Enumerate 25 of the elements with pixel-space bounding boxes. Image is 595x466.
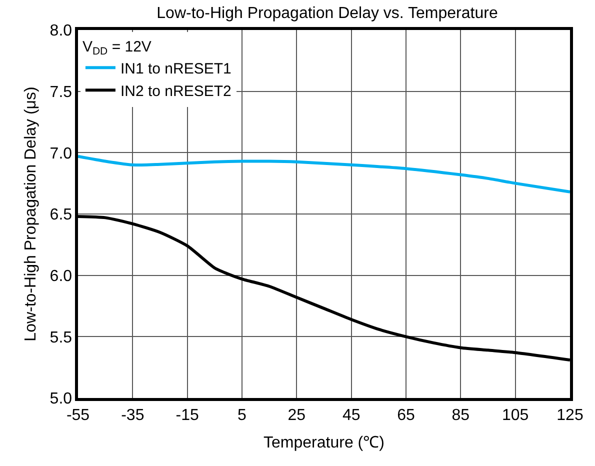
x-tick-label: -35: [121, 406, 144, 424]
x-tick-label: 25: [288, 406, 306, 424]
y-axis-title: Low-to-High Propagation Delay (μs): [22, 86, 40, 342]
y-tick-label: 7.0: [50, 145, 72, 162]
x-tick-label: 105: [502, 406, 529, 424]
x-tick-label: 45: [342, 406, 360, 424]
y-tick-label: 5.5: [50, 329, 72, 346]
x-tick-label: -55: [66, 406, 90, 424]
x-tick-label: 5: [238, 406, 247, 424]
line-series: [78, 154, 570, 194]
y-tick-label: 8.0: [50, 22, 72, 40]
y-tick-label: 6.5: [50, 206, 72, 224]
legend-title: V$_{DD}$ = 12V: [82, 38, 152, 58]
x-tick-label: 85: [452, 406, 470, 424]
legend-label: IN2 to nRESET2: [120, 82, 232, 100]
x-axis-title: Temperature (℃): [264, 434, 384, 452]
x-tick-label: 125: [556, 406, 584, 424]
y-tick-label: 5.0: [50, 390, 72, 408]
chart-title: Low-to-High Propagation Delay vs. Temperature: [156, 5, 498, 22]
x-tick-label: 65: [397, 406, 415, 424]
y-tick-label: 6.0: [50, 268, 72, 285]
legend-label: IN1 to nRESET1: [120, 60, 232, 78]
line-series: [78, 214, 570, 362]
y-tick-label: 7.5: [50, 84, 72, 101]
x-tick-label: -15: [176, 406, 199, 424]
